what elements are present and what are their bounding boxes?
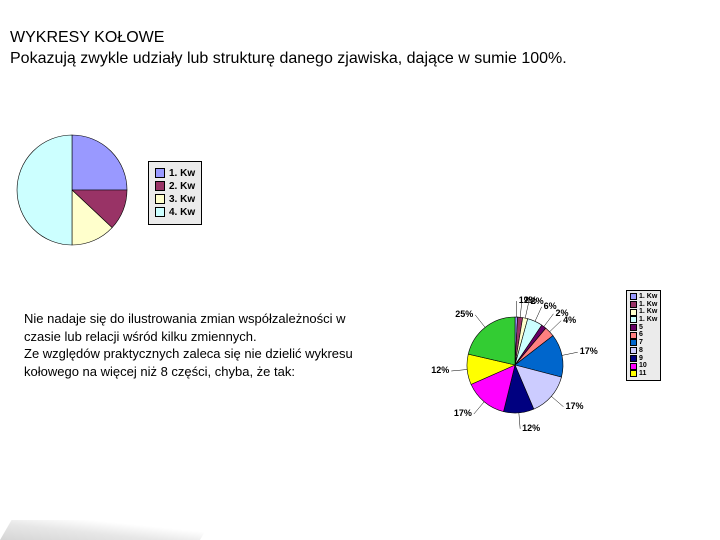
pie-slice-label: 4%: [563, 315, 576, 325]
legend-item: 1. Kw: [630, 301, 657, 309]
pie-slice-label: 17%: [580, 346, 598, 356]
legend-label: 10: [639, 362, 647, 370]
legend-label: 9: [639, 355, 643, 363]
legend-item: 2. Kw: [155, 181, 195, 192]
pie-slice-label: 2%: [531, 296, 544, 306]
legend-item: 1. Kw: [630, 316, 657, 324]
legend-swatch: [155, 194, 165, 204]
legend-item: 8: [630, 347, 657, 355]
chart2-pie: 1%2%2%6%2%4%17%17%12%17%12%25%: [420, 290, 620, 440]
chart2-wrap: 1%2%2%6%2%4%17%17%12%17%12%25% 1. Kw1. K…: [420, 290, 661, 440]
legend-swatch: [630, 332, 637, 339]
legend-label: 1. Kw: [639, 301, 657, 309]
legend-item: 1. Kw: [155, 168, 195, 179]
legend-swatch: [630, 324, 637, 331]
legend-swatch: [630, 370, 637, 377]
legend-label: 4. Kw: [169, 207, 195, 218]
legend-label: 1. Kw: [639, 316, 657, 324]
body-text: Nie nadaje się do ilustrowania zmian wsp…: [24, 310, 384, 380]
footer-accent: [0, 520, 212, 540]
legend-item: 1. Kw: [630, 308, 657, 316]
legend-label: 6: [639, 331, 643, 339]
legend-swatch: [630, 355, 637, 362]
legend-item: 1. Kw: [630, 293, 657, 301]
pie-slice: [72, 135, 127, 190]
page-title: WYKRESY KOŁOWE: [10, 28, 710, 49]
legend-swatch: [630, 309, 637, 316]
legend-swatch: [155, 207, 165, 217]
legend-swatch: [630, 301, 637, 308]
legend-swatch: [155, 181, 165, 191]
legend-label: 11: [639, 370, 646, 378]
legend-label: 7: [639, 339, 643, 347]
pie-slice-label: 17%: [454, 408, 472, 418]
legend-item: 11: [630, 370, 657, 378]
legend-label: 1. Kw: [639, 308, 657, 316]
legend-label: 3. Kw: [169, 194, 195, 205]
legend-item: 10: [630, 362, 657, 370]
legend-label: 1. Kw: [639, 293, 657, 301]
chart2-legend: 1. Kw1. Kw1. Kw1. Kw567891011: [626, 290, 661, 381]
pie-slice-label: 12%: [522, 423, 540, 433]
legend-swatch: [630, 316, 637, 323]
legend-item: 7: [630, 339, 657, 347]
header: WYKRESY KOŁOWE Pokazują zwykle udziały l…: [0, 0, 720, 70]
chart1-wrap: 1. Kw 2. Kw 3. Kw 4. Kw: [12, 130, 202, 255]
legend-label: 2. Kw: [169, 181, 195, 192]
page-subtitle: Pokazują zwykle udziały lub strukturę da…: [10, 49, 710, 70]
legend-item: 6: [630, 331, 657, 339]
chart1-legend: 1. Kw 2. Kw 3. Kw 4. Kw: [148, 161, 202, 225]
body-text-line: Ze względów praktycznych zaleca się nie …: [24, 345, 384, 380]
legend-swatch: [630, 339, 637, 346]
pie-slice-label: 25%: [455, 309, 473, 319]
chart1-pie: [12, 130, 132, 255]
legend-item: 9: [630, 355, 657, 363]
pie-slice-label: 12%: [431, 365, 449, 375]
legend-swatch: [630, 363, 637, 370]
pie-slice-label: 17%: [565, 401, 583, 411]
legend-label: 5: [639, 324, 643, 332]
legend-item: 5: [630, 324, 657, 332]
legend-label: 8: [639, 347, 643, 355]
body-text-line: Nie nadaje się do ilustrowania zmian wsp…: [24, 310, 384, 345]
legend-label: 1. Kw: [169, 168, 195, 179]
legend-swatch: [630, 293, 637, 300]
legend-swatch: [155, 168, 165, 178]
pie-slice: [17, 135, 72, 245]
legend-item: 3. Kw: [155, 194, 195, 205]
legend-item: 4. Kw: [155, 207, 195, 218]
legend-swatch: [630, 347, 637, 354]
